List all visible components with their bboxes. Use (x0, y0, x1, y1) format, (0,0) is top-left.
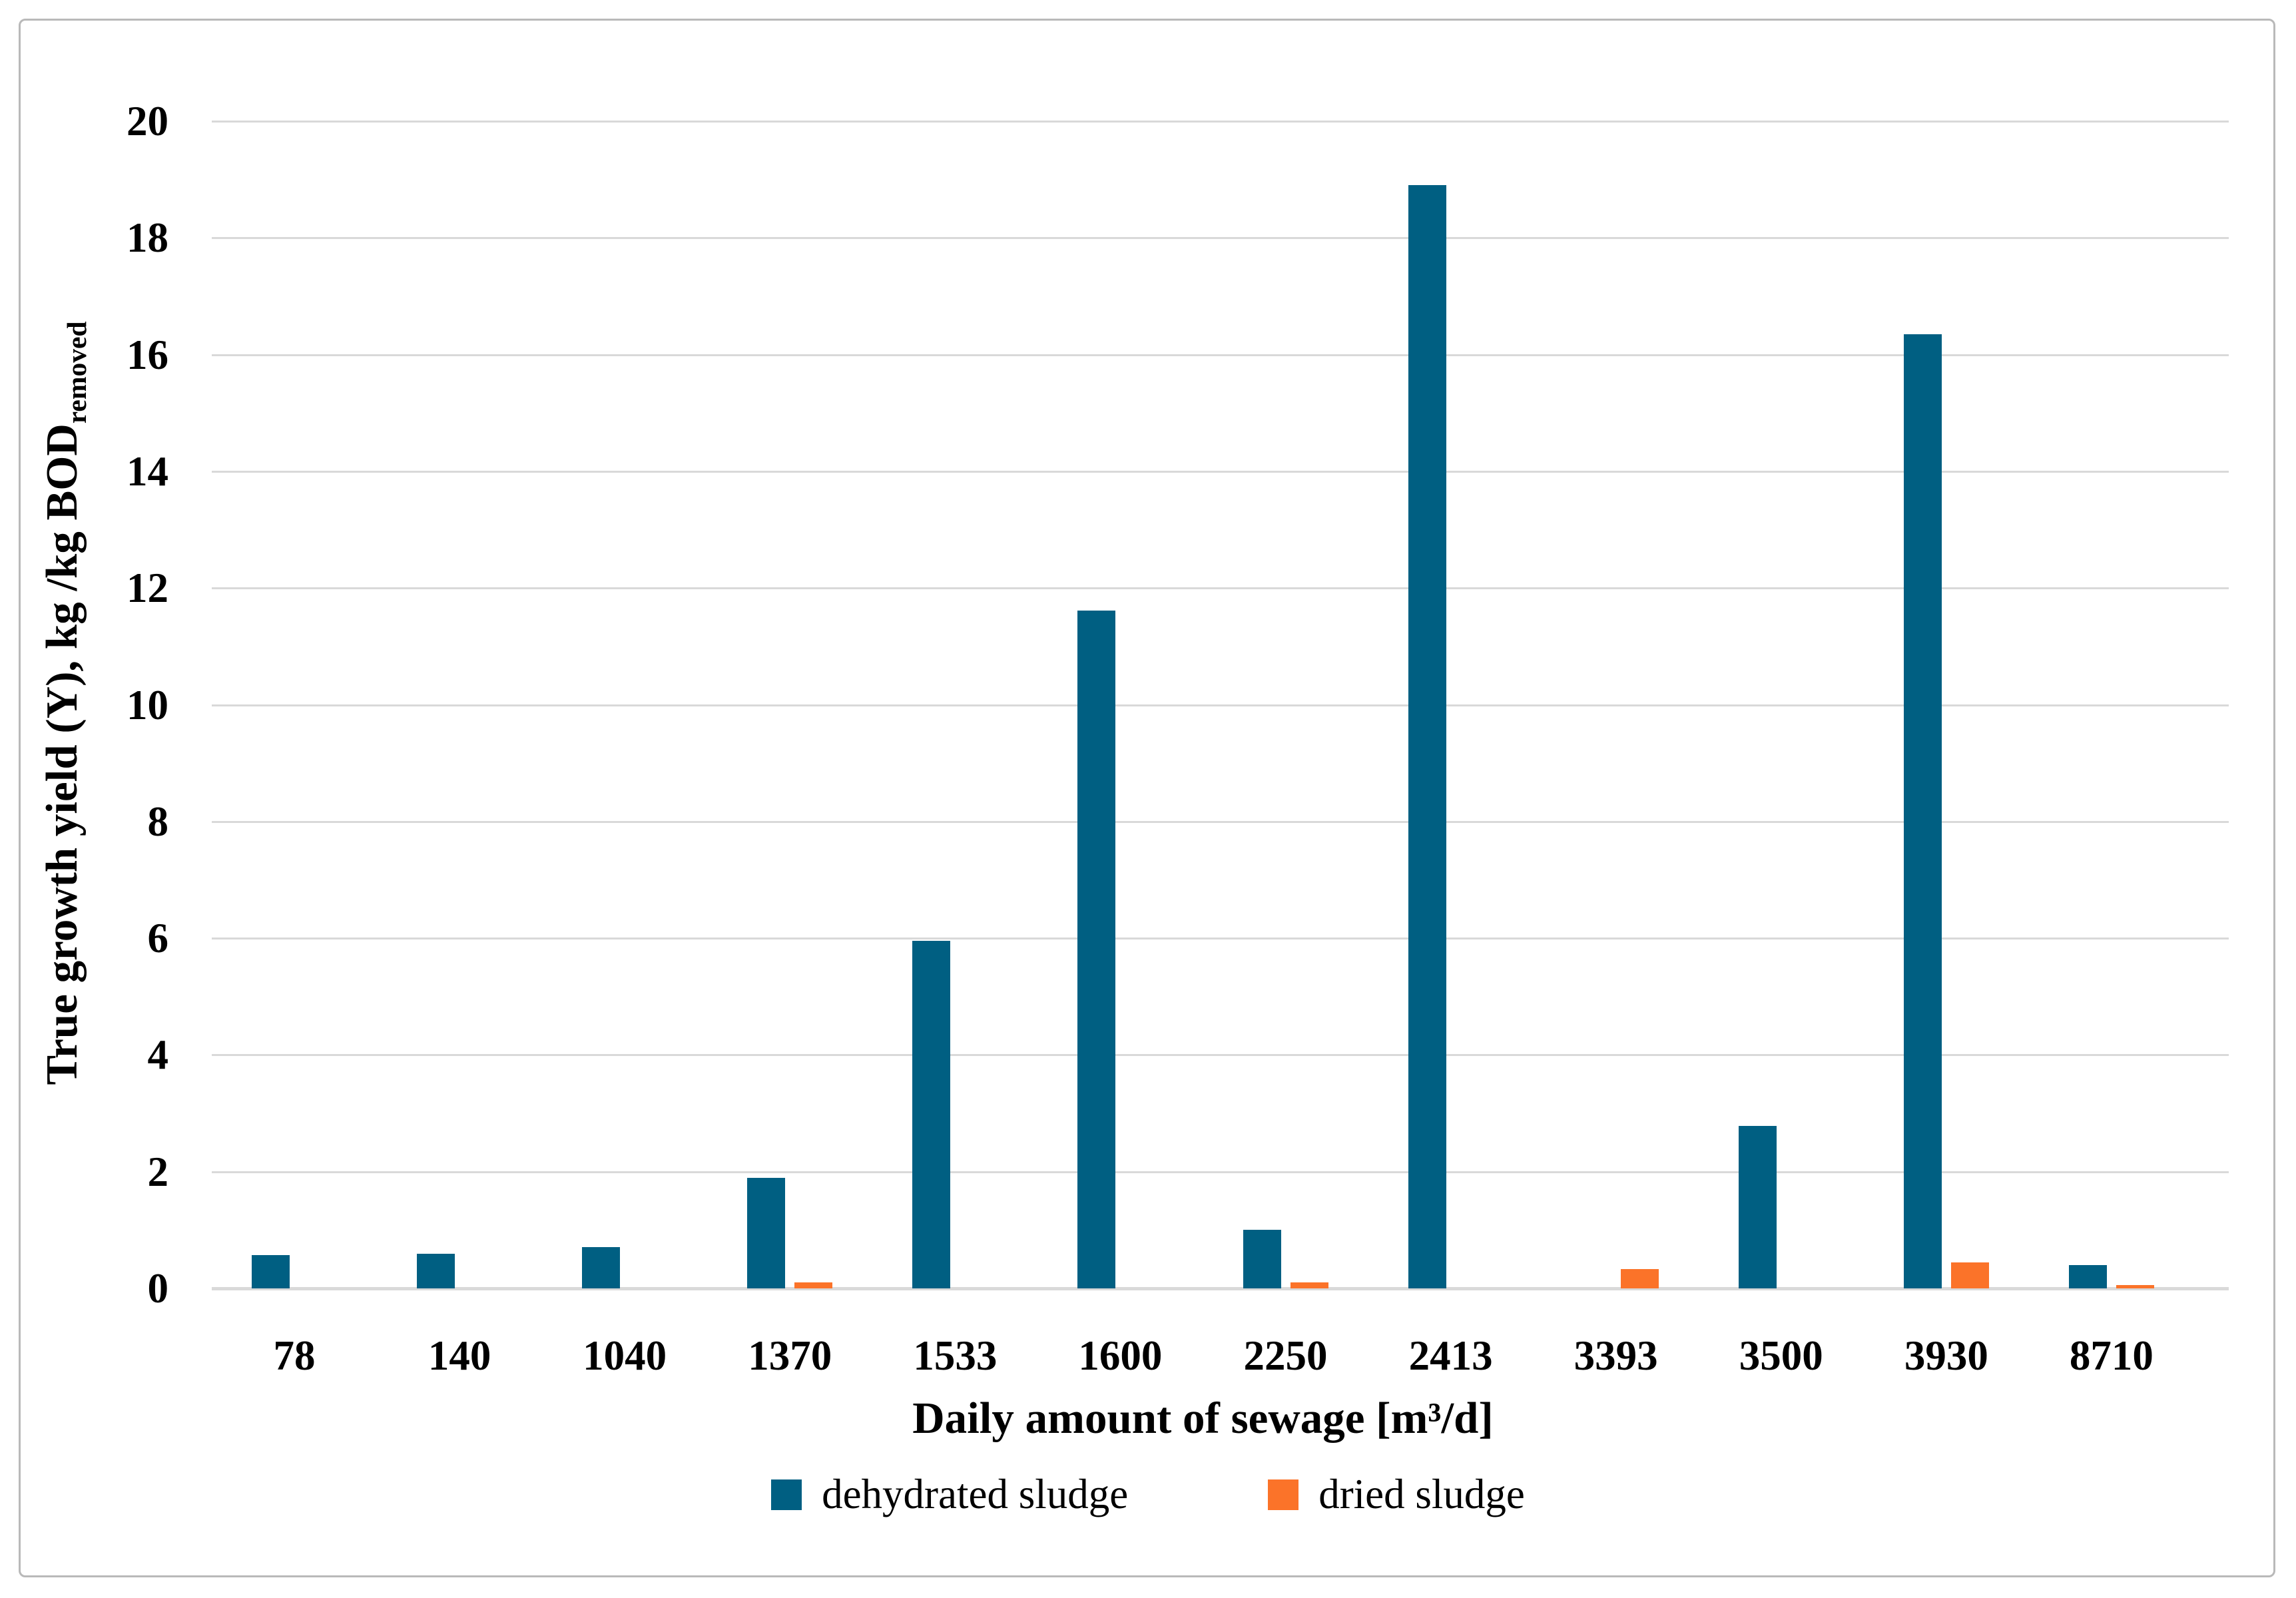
dried-sludge-bar-2250 (1290, 1282, 1328, 1288)
y-tick-label-8: 8 (147, 798, 169, 845)
y-axis-title-subscript: removed (61, 321, 93, 424)
y-tick-label-0: 0 (147, 1265, 169, 1312)
dehydrated-sludge-bar-2250 (1243, 1230, 1281, 1288)
y-tick-label-18: 18 (127, 214, 168, 262)
gridline-y2 (212, 1171, 2229, 1173)
x-tick-label-3500: 3500 (1739, 1332, 1823, 1379)
dehydrated-sludge-bar-2413 (1408, 185, 1446, 1288)
y-tick-label-20: 20 (127, 98, 168, 144)
dehydrated-sludge-swatch-icon (771, 1479, 802, 1510)
y-tick-label-14: 14 (127, 447, 168, 495)
y-tick-label-10: 10 (127, 681, 168, 728)
gridline-y18 (212, 237, 2229, 240)
dehydrated-sludge-bar-1533 (912, 941, 951, 1288)
x-tick-label-1370: 1370 (748, 1332, 832, 1379)
dehydrated-sludge-bar-3930 (1903, 334, 1942, 1288)
y-axis-title-text: True growth yield (Y), kg /kg BOD (37, 423, 87, 1085)
x-tick-label-3930: 3930 (1904, 1332, 1988, 1379)
gridline-y6 (212, 937, 2229, 940)
x-tick-label-8710: 8710 (2069, 1332, 2153, 1379)
dried-sludge-bar-3393 (1620, 1269, 1659, 1288)
dried-sludge-swatch-icon (1268, 1479, 1299, 1510)
gridline-y10 (212, 704, 2229, 706)
y-tick-label-2: 2 (147, 1148, 169, 1195)
x-tick-label-1600: 1600 (1078, 1332, 1163, 1379)
legend-item-dried-sludge: dried sludge (1268, 1470, 1525, 1519)
y-tick-label-6: 6 (147, 915, 169, 962)
y-tick-label-4: 4 (147, 1031, 169, 1079)
dried-sludge-bar-3930 (1950, 1262, 1989, 1288)
dehydrated-sludge-bar-1040 (582, 1246, 621, 1288)
gridline-y4 (212, 1054, 2229, 1057)
x-tick-label-2250: 2250 (1243, 1332, 1328, 1379)
dehydrated-sludge-bar-1600 (1077, 610, 1116, 1288)
y-tick-label-16: 16 (127, 331, 168, 378)
x-tick-label-1040: 1040 (583, 1332, 667, 1379)
x-tick-label-1533: 1533 (913, 1332, 998, 1379)
gridline-y12 (212, 587, 2229, 590)
legend-label-dehydrated-sludge: dehydrated sludge (822, 1471, 1129, 1517)
legend-item-dehydrated-sludge: dehydrated sludge (771, 1470, 1128, 1519)
legend: dehydrated sludge dried sludge (0, 1470, 2296, 1519)
dehydrated-sludge-bar-140 (417, 1254, 455, 1288)
gridline-y16 (212, 354, 2229, 356)
dried-sludge-bar-1370 (794, 1282, 833, 1288)
gridline-y14 (212, 470, 2229, 473)
dehydrated-sludge-bar-78 (252, 1255, 290, 1288)
x-axis-line (212, 1287, 2229, 1290)
x-tick-label-2413: 2413 (1408, 1332, 1493, 1379)
gridline-y8 (212, 820, 2229, 823)
legend-label-dried-sludge: dried sludge (1318, 1471, 1525, 1517)
dehydrated-sludge-bar-8710 (2068, 1264, 2107, 1288)
figure-border (19, 19, 2275, 1577)
x-tick-label-3393: 3393 (1574, 1332, 1658, 1379)
x-axis-title: Daily amount of sewage [m³/d] (912, 1394, 1494, 1443)
x-tick-label-140: 140 (428, 1332, 491, 1379)
dehydrated-sludge-bar-1370 (747, 1178, 786, 1288)
x-tick-label-78: 78 (273, 1332, 316, 1379)
y-axis-title: True growth yield (Y), kg /kg BODremoved (37, 321, 93, 1085)
dried-sludge-bar-8710 (2116, 1284, 2154, 1288)
dehydrated-sludge-bar-3500 (1738, 1126, 1777, 1288)
gridline-y20 (212, 121, 2229, 123)
y-tick-label-12: 12 (127, 565, 168, 612)
